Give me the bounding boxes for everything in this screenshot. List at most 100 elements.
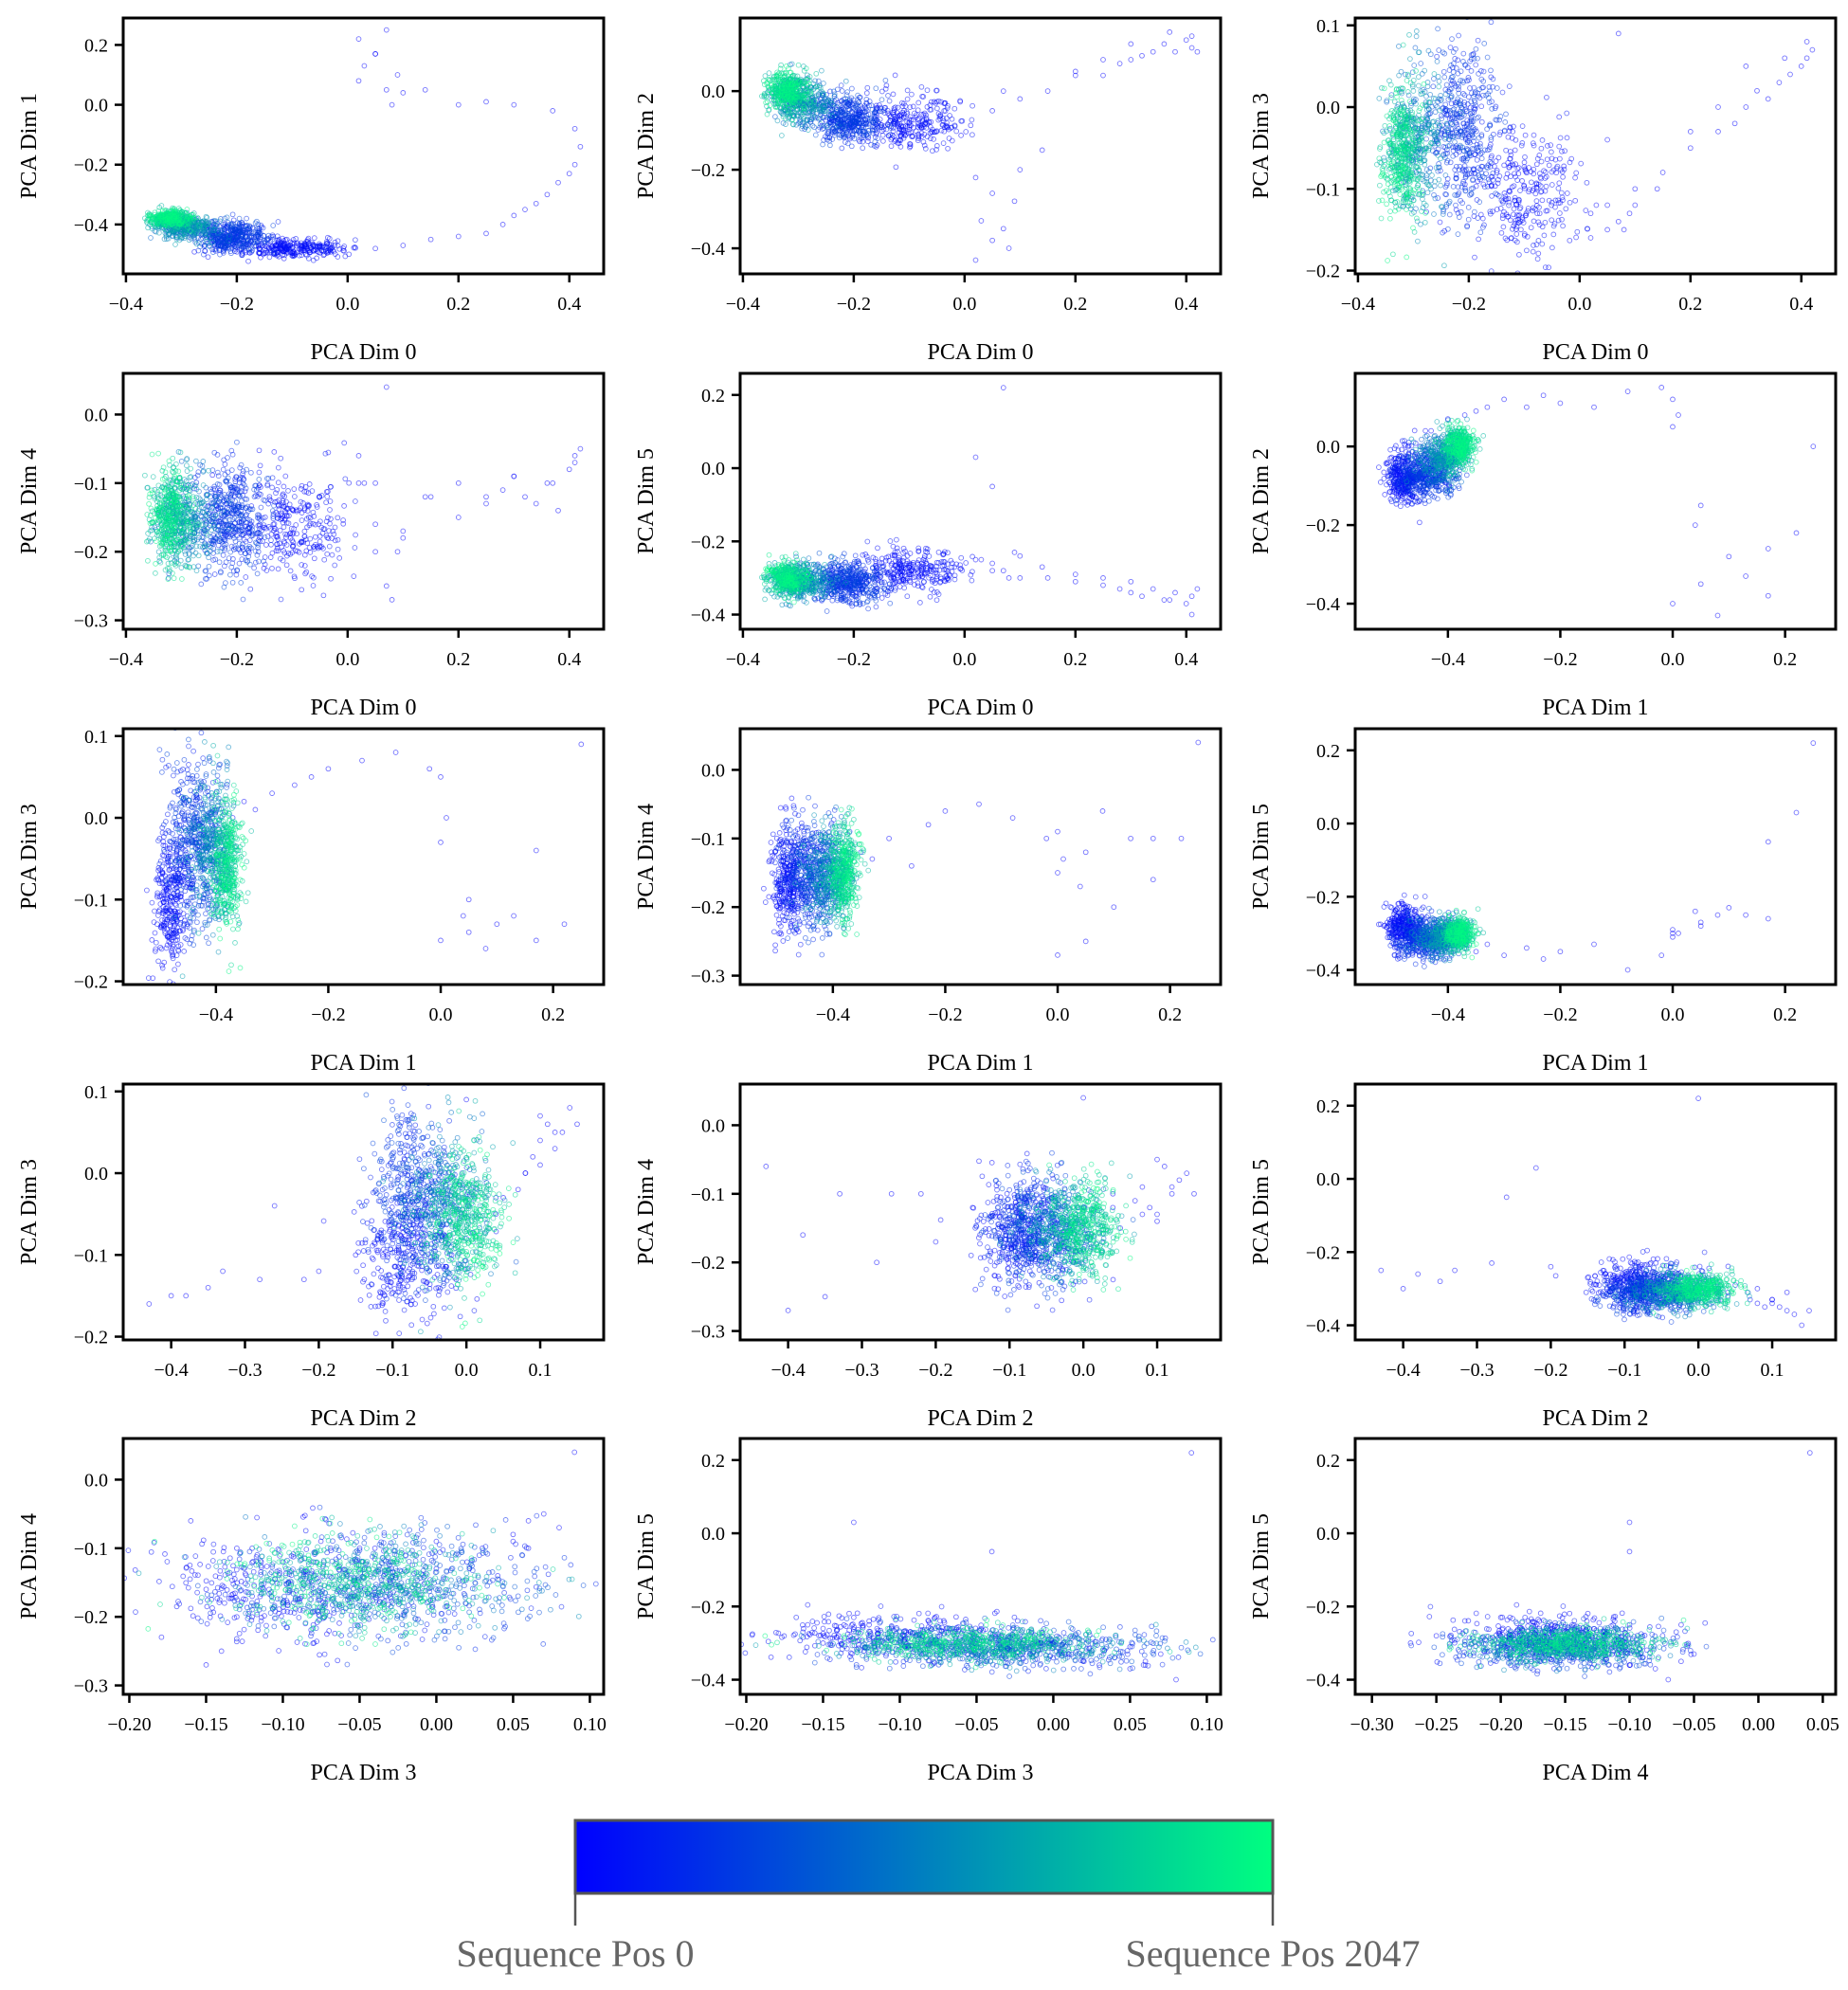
scatter-point <box>1384 98 1390 103</box>
scatter-point <box>1559 169 1566 175</box>
scatter-point <box>1402 141 1408 148</box>
x-tick-label: −0.4 <box>1341 294 1375 315</box>
scatter-point <box>156 229 162 236</box>
scatter-point <box>1546 264 1551 271</box>
scatter-point <box>861 120 867 127</box>
scatter-point <box>1621 226 1627 233</box>
scatter-point <box>201 244 208 249</box>
scatter-point <box>801 92 807 99</box>
scatter-point <box>1406 145 1412 152</box>
scatter-point <box>816 84 823 90</box>
scatter-point <box>1481 41 1488 46</box>
scatter-point <box>1441 262 1447 269</box>
scatter-point <box>1413 100 1419 107</box>
scatter-point <box>1408 176 1415 183</box>
scatter-point <box>1472 91 1478 97</box>
scatter-point <box>210 249 216 255</box>
scatter-point <box>1445 200 1452 207</box>
scatter-point <box>383 86 390 93</box>
scatter-point <box>1432 195 1439 202</box>
scatter-point <box>1496 117 1502 123</box>
scatter-point <box>794 87 801 93</box>
scatter-point <box>1406 164 1413 171</box>
scatter-point <box>1464 172 1471 178</box>
scatter-point <box>389 101 395 108</box>
scatter-point <box>1533 161 1540 168</box>
scatter-point <box>1486 146 1493 153</box>
scatter-point <box>1388 197 1395 204</box>
scatter-point <box>1715 104 1721 110</box>
x-tick-label: 0.0 <box>1567 294 1591 315</box>
scatter-point <box>927 102 933 108</box>
scatter-point <box>848 143 855 150</box>
scatter-point <box>1388 154 1395 159</box>
scatter-point <box>864 138 871 145</box>
scatter-point <box>928 136 933 141</box>
scatter-point <box>1420 90 1426 97</box>
scatter-point <box>1486 95 1492 101</box>
scatter-point <box>1499 89 1506 96</box>
scatter-point <box>1416 118 1422 124</box>
scatter-point <box>1423 93 1429 100</box>
scatter-point <box>812 132 819 138</box>
scatter-point <box>1387 110 1394 117</box>
scatter-point <box>188 214 193 221</box>
scatter-point <box>283 498 289 505</box>
scatter-point <box>844 89 851 95</box>
scatter-point <box>355 36 362 42</box>
scatter-point <box>822 103 828 110</box>
scatter-point <box>1401 197 1406 203</box>
scatter-point <box>761 92 768 99</box>
scatter-point <box>1437 107 1443 114</box>
scatter-point <box>214 240 221 246</box>
scatter-point <box>811 124 817 131</box>
scatter-point <box>1467 104 1474 111</box>
scatter-point <box>1615 218 1622 225</box>
scatter-point <box>1492 183 1498 190</box>
scatter-point <box>1456 32 1461 39</box>
x-axis-label: PCA Dim 0 <box>1542 340 1648 365</box>
scatter-point <box>1386 136 1392 143</box>
scatter-point <box>1584 179 1590 186</box>
scatter-point <box>1549 244 1555 251</box>
scatter-point <box>1502 196 1509 202</box>
scatter-point <box>833 115 840 121</box>
scatter-point <box>830 88 837 95</box>
scatter-point <box>158 213 165 219</box>
scatter-point <box>1416 82 1422 89</box>
scatter-point <box>828 100 835 107</box>
scatter-point <box>829 136 836 142</box>
scatter-point <box>1378 215 1385 222</box>
scatter-point <box>1072 72 1078 79</box>
scatter-point <box>249 225 256 231</box>
scatter-point <box>1525 208 1531 214</box>
scatter-point <box>204 214 210 221</box>
scatter-point <box>427 494 434 500</box>
scatter-point <box>312 534 318 540</box>
scatter-point <box>1615 30 1622 37</box>
scatter-point <box>866 127 873 134</box>
scatter-point <box>1508 235 1514 242</box>
scatter-point <box>853 104 860 111</box>
scatter-point <box>152 223 157 228</box>
scatter-point <box>1512 171 1517 177</box>
scatter-point <box>1536 210 1543 217</box>
scatter-point <box>159 213 166 220</box>
scatter-point <box>1541 168 1547 174</box>
scatter-point <box>810 113 816 119</box>
scatter-point <box>153 214 158 221</box>
scatter-point <box>252 220 259 226</box>
scatter-point <box>1429 172 1435 178</box>
scatter-point <box>781 91 788 98</box>
scatter-point <box>1387 184 1394 190</box>
scatter-point <box>577 445 584 452</box>
scatter-point <box>400 90 407 96</box>
scatter-point <box>1552 156 1559 163</box>
scatter-point <box>301 528 308 534</box>
scatter-point <box>1458 144 1464 150</box>
scatter-point <box>301 563 308 569</box>
scatter-point <box>1474 156 1480 163</box>
scatter-point <box>1456 214 1462 220</box>
scatter-point <box>959 118 966 124</box>
scatter-point <box>326 528 332 534</box>
